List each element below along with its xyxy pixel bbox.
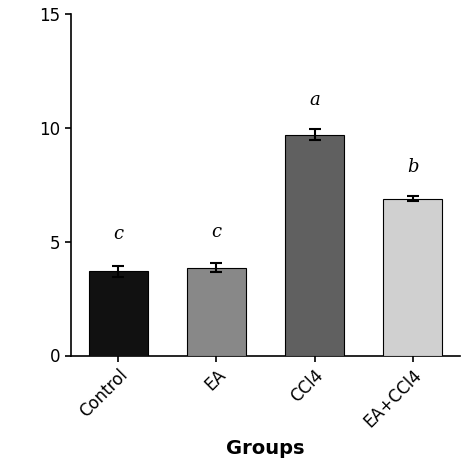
Bar: [187, 268, 246, 356]
Bar: [285, 135, 344, 356]
X-axis label: Groups: Groups: [226, 439, 305, 458]
Text: b: b: [407, 158, 419, 176]
Text: c: c: [211, 223, 221, 241]
Text: c: c: [113, 225, 123, 243]
Bar: [383, 199, 442, 356]
Text: a: a: [309, 91, 320, 109]
Bar: [89, 271, 148, 356]
